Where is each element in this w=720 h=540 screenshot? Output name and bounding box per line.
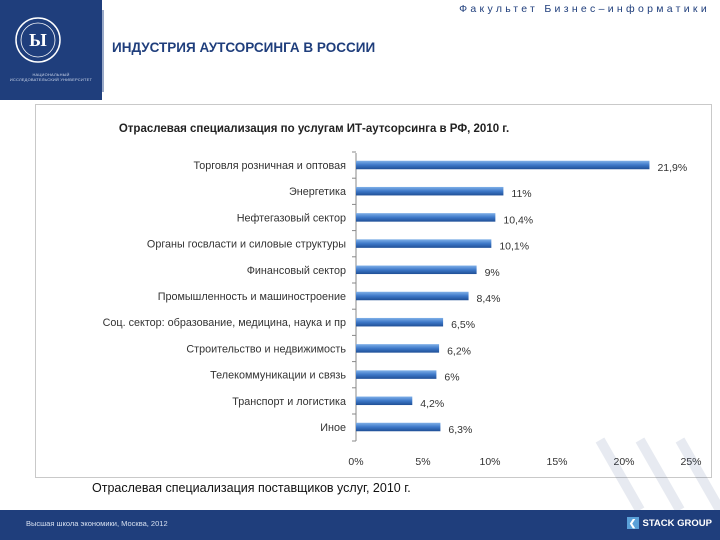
bar [356,396,413,406]
x-tick-label: 5% [415,456,430,468]
bar [356,160,650,170]
bar [356,265,477,275]
x-tick-label: 15% [546,456,567,468]
bar [356,370,437,379]
figure-caption: Отраслевая специализация поставщиков усл… [92,481,411,495]
data-label: 9% [485,267,500,279]
data-label: 11% [511,188,531,200]
category-label: Торговля розничная и оптовая [193,160,346,172]
data-label: 21,9% [657,162,687,174]
bar [356,186,504,196]
background-watermark [595,437,720,510]
stack-logo-icon: ❮ [626,517,639,529]
chart-frame: Отраслевая специализация по услугам ИТ-а… [35,104,712,478]
x-tick-label: 10% [479,456,500,468]
bar [356,213,496,222]
bar [356,344,440,353]
data-label: 6,5% [451,319,475,331]
category-label: Телекоммуникации и связь [210,370,346,382]
bar [356,317,444,327]
stack-group-logo: ❮ STACK GROUP [626,517,713,529]
header-divider [102,10,104,92]
x-tick-label: 0% [348,456,363,468]
bar [356,422,441,432]
category-label: Иное [320,422,346,434]
stack-group-label: STACK GROUP [642,517,713,529]
bar [356,239,492,248]
category-label: Промышленность и машиностроение [158,291,346,303]
data-label: 6,3% [448,424,472,436]
footer-bar: Высшая школа экономики, Москва, 2012 ❮ S… [0,510,720,540]
category-label: Соц. сектор: образование, медицина, наук… [103,317,346,329]
bar [356,291,469,301]
category-label: Нефтегазовый сектор [237,212,346,224]
x-tick-label: 20% [613,456,634,468]
bar-chart: Отраслевая специализация по услугам ИТ-а… [103,123,702,468]
university-name: НАЦИОНАЛЬНЫЙ ИССЛЕДОВАТЕЛЬСКИЙ УНИВЕРСИТ… [9,72,93,82]
data-label: 10,4% [503,214,533,226]
header-logo-panel: Ы НАЦИОНАЛЬНЫЙ ИССЛЕДОВАТЕЛЬСКИЙ УНИВЕРС… [0,0,102,100]
category-label: Строительство и недвижимость [186,343,346,355]
category-label: Энергетика [289,186,346,198]
data-label: 10,1% [499,241,529,253]
data-label: 6% [444,372,459,384]
category-label: Финансовый сектор [247,265,346,277]
footer-text: Высшая школа экономики, Москва, 2012 [26,519,168,528]
data-label: 4,2% [420,398,444,410]
page-title: ИНДУСТРИЯ АУТСОРСИНГА В РОССИИ [112,40,376,55]
data-label: 8,4% [477,293,501,305]
category-label: Транспорт и логистика [232,396,346,408]
data-label: 6,2% [447,345,471,357]
svg-text:Ы: Ы [29,30,47,50]
faculty-name: Факультет Бизнес–информатики [459,3,710,15]
chart-title: Отраслевая специализация по услугам ИТ-а… [119,123,509,135]
category-label: Органы госвласти и силовые структуры [147,239,346,251]
hse-logo-icon: Ы [15,17,61,63]
x-tick-label: 25% [680,456,701,468]
